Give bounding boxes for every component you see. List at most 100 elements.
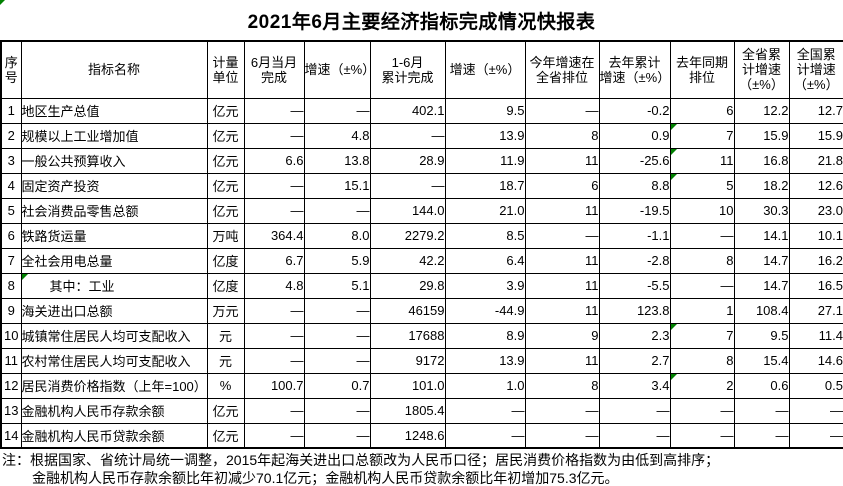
- cell-indicator-name[interactable]: 固定资产投资: [20, 172, 208, 199]
- cell-value[interactable]: 144.0: [369, 197, 446, 224]
- cell-value[interactable]: 15.4: [733, 347, 790, 374]
- cell-value[interactable]: 5.9: [303, 247, 371, 274]
- cell-value[interactable]: —: [788, 422, 843, 449]
- cell-row-number[interactable]: 1: [0, 97, 22, 124]
- cell-row-number[interactable]: 9: [0, 297, 22, 324]
- cell-value[interactable]: —: [669, 422, 735, 449]
- cell-value[interactable]: —: [303, 322, 371, 349]
- cell-value[interactable]: 364.4: [243, 222, 305, 249]
- cell-row-number[interactable]: 3: [0, 147, 22, 174]
- cell-value[interactable]: 14.7: [733, 272, 790, 299]
- cell-value[interactable]: -19.5: [598, 197, 671, 224]
- cell-value[interactable]: -0.2: [598, 97, 671, 124]
- cell-value[interactable]: 8: [669, 347, 735, 374]
- cell-value[interactable]: 4.8: [243, 272, 305, 299]
- cell-value[interactable]: 0.7: [303, 372, 371, 399]
- cell-value[interactable]: 9.5: [733, 322, 790, 349]
- cell-value[interactable]: 2: [669, 372, 735, 399]
- cell-value[interactable]: 17688: [369, 322, 446, 349]
- cell-value[interactable]: 1248.6: [369, 422, 446, 449]
- cell-row-number[interactable]: 14: [0, 422, 22, 449]
- cell-value[interactable]: 0.5: [788, 372, 843, 399]
- cell-value[interactable]: 8.8: [598, 172, 671, 199]
- cell-value[interactable]: —: [524, 422, 600, 449]
- cell-indicator-name[interactable]: 全社会用电总量: [20, 247, 208, 274]
- cell-value[interactable]: 7: [669, 122, 735, 149]
- cell-value[interactable]: 402.1: [369, 97, 446, 124]
- column-header-5[interactable]: 1-6月 累计完成: [369, 40, 446, 99]
- cell-value[interactable]: 16.2: [788, 247, 843, 274]
- cell-unit[interactable]: 亿元: [206, 147, 245, 174]
- cell-indicator-name[interactable]: 其中：工业: [20, 272, 208, 299]
- cell-indicator-name[interactable]: 一般公共预算收入: [20, 147, 208, 174]
- cell-value[interactable]: -44.9: [444, 297, 526, 324]
- cell-value[interactable]: —: [243, 397, 305, 424]
- cell-row-number[interactable]: 4: [0, 172, 22, 199]
- cell-value[interactable]: —: [598, 422, 671, 449]
- cell-value[interactable]: 16.5: [788, 272, 843, 299]
- cell-value[interactable]: 11: [524, 272, 600, 299]
- cell-value[interactable]: —: [444, 422, 526, 449]
- column-header-7[interactable]: 今年增速在 全省排位: [524, 40, 600, 99]
- cell-indicator-name[interactable]: 城镇常住居民人均可支配收入: [20, 322, 208, 349]
- cell-value[interactable]: 15.9: [788, 122, 843, 149]
- cell-value[interactable]: 13.9: [444, 122, 526, 149]
- cell-unit[interactable]: 亿度: [206, 247, 245, 274]
- cell-value[interactable]: 8.0: [303, 222, 371, 249]
- cell-value[interactable]: —: [669, 222, 735, 249]
- cell-unit[interactable]: 亿元: [206, 397, 245, 424]
- cell-value[interactable]: 11: [524, 297, 600, 324]
- column-header-1[interactable]: 指标名称: [20, 40, 208, 99]
- cell-value[interactable]: 15.1: [303, 172, 371, 199]
- footnote-line[interactable]: 金融机构人民币存款余额比年初减少70.1亿元；金融机构人民币贷款余额比年初增加7…: [32, 470, 619, 486]
- cell-value[interactable]: 5: [669, 172, 735, 199]
- cell-value[interactable]: 4.8: [303, 122, 371, 149]
- cell-value[interactable]: 11: [524, 197, 600, 224]
- cell-value[interactable]: 11.4: [788, 322, 843, 349]
- cell-value[interactable]: —: [303, 347, 371, 374]
- cell-value[interactable]: 12.2: [733, 97, 790, 124]
- cell-value[interactable]: 1805.4: [369, 397, 446, 424]
- column-header-10[interactable]: 全省累 计增速 （±%）: [733, 40, 790, 99]
- cell-value[interactable]: 9.5: [444, 97, 526, 124]
- cell-value[interactable]: —: [243, 347, 305, 374]
- cell-value[interactable]: 12.6: [788, 172, 843, 199]
- cell-unit[interactable]: 元: [206, 347, 245, 374]
- column-header-3[interactable]: 6月当月 完成: [243, 40, 305, 99]
- footnote-line[interactable]: 注：根据国家、省统计局统一调整，2015年起海关进出口总额改为人民币口径；居民消…: [2, 452, 720, 468]
- cell-value[interactable]: 108.4: [733, 297, 790, 324]
- cell-row-number[interactable]: 8: [0, 272, 22, 299]
- cell-row-number[interactable]: 5: [0, 197, 22, 224]
- cell-value[interactable]: 14.1: [733, 222, 790, 249]
- cell-value[interactable]: 2279.2: [369, 222, 446, 249]
- cell-value[interactable]: 11.9: [444, 147, 526, 174]
- column-header-4[interactable]: 增速（±%）: [303, 40, 371, 99]
- column-header-9[interactable]: 去年同期 排位: [669, 40, 735, 99]
- cell-value[interactable]: 1: [669, 297, 735, 324]
- cell-indicator-name[interactable]: 地区生产总值: [20, 97, 208, 124]
- cell-value[interactable]: -5.5: [598, 272, 671, 299]
- report-title[interactable]: 2021年6月主要经济指标完成情况快报表: [247, 11, 596, 33]
- cell-indicator-name[interactable]: 金融机构人民币贷款余额: [20, 422, 208, 449]
- cell-value[interactable]: —: [669, 397, 735, 424]
- cell-unit[interactable]: 万元: [206, 297, 245, 324]
- cell-value[interactable]: 8: [524, 122, 600, 149]
- cell-value[interactable]: —: [303, 97, 371, 124]
- cell-value[interactable]: -25.6: [598, 147, 671, 174]
- cell-value[interactable]: 6: [669, 97, 735, 124]
- cell-value[interactable]: 3.9: [444, 272, 526, 299]
- cell-value[interactable]: —: [303, 197, 371, 224]
- column-header-11[interactable]: 全国累 计增速 （±%）: [788, 40, 843, 99]
- cell-indicator-name[interactable]: 金融机构人民币存款余额: [20, 397, 208, 424]
- cell-value[interactable]: -2.8: [598, 247, 671, 274]
- cell-row-number[interactable]: 12: [0, 372, 22, 399]
- cell-value[interactable]: 13.9: [444, 347, 526, 374]
- cell-indicator-name[interactable]: 规模以上工业增加值: [20, 122, 208, 149]
- cell-value[interactable]: 2.7: [598, 347, 671, 374]
- cell-value[interactable]: —: [733, 422, 790, 449]
- cell-value[interactable]: 18.7: [444, 172, 526, 199]
- cell-row-number[interactable]: 11: [0, 347, 22, 374]
- cell-value[interactable]: 6.6: [243, 147, 305, 174]
- cell-value[interactable]: 30.3: [733, 197, 790, 224]
- column-header-8[interactable]: 去年累计 增速（±%）: [598, 40, 671, 99]
